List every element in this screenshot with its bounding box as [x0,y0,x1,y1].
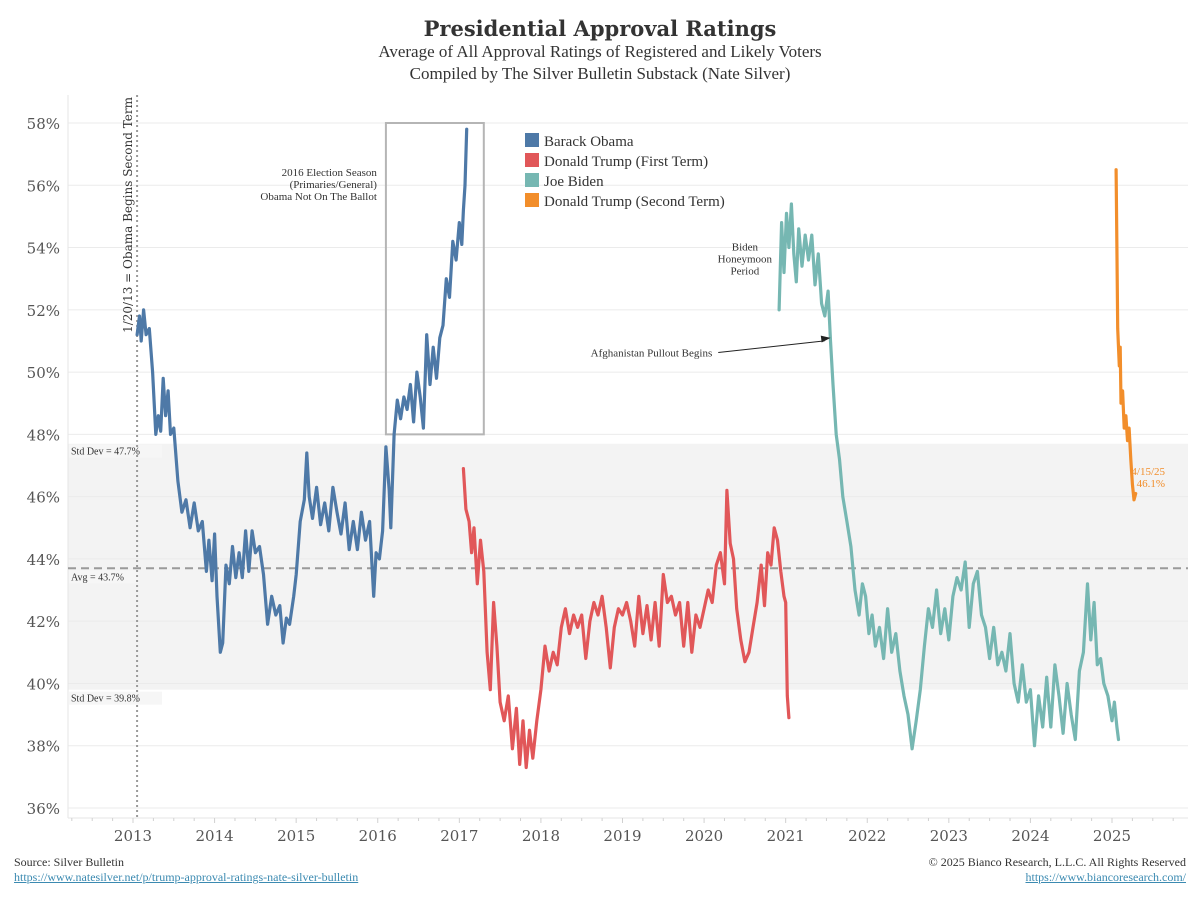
y-tick-label: 46% [27,489,60,507]
x-tick-label: 2017 [440,827,478,845]
y-tick-label: 44% [27,551,60,569]
x-tick-label: 2013 [114,827,152,845]
legend-label: Donald Trump (First Term) [544,154,708,170]
annotation-text: 4/15/25 [1131,466,1165,478]
std-dev-upper-label-bg [69,444,162,458]
y-tick-label: 40% [27,675,60,693]
legend-swatch [525,133,539,147]
std-dev-upper-label: Std Dev = 47.7% [71,447,140,458]
y-tick-label: 50% [27,364,60,382]
annotation-text: Obama Not On The Ballot [260,191,377,203]
y-tick-label: 54% [27,240,60,258]
election-season-box [384,122,485,436]
annotation-text: 2016 Election Season [282,167,378,179]
chart-subtitle-1: Average of All Approval Ratings of Regis… [378,42,822,61]
y-tick-label: 58% [27,115,60,133]
y-tick-label: 52% [27,302,60,320]
legend-swatch [525,173,539,187]
series-line-joe-biden [777,202,1121,751]
x-tick-label: 2019 [603,827,641,845]
x-tick-label: 2014 [195,827,233,845]
x-tick-label: 2025 [1093,827,1131,845]
annotation-text: 46.1% [1137,478,1165,490]
y-tick-label: 36% [27,800,60,818]
legend-label: Barack Obama [544,134,634,150]
x-tick-label: 2021 [767,827,805,845]
second-term-marker-label: 1/20/13 = Obama Begins Second Term [121,96,135,333]
copyright-footer: © 2025 Bianco Research, L.L.C. All Right… [929,855,1186,885]
x-tick-label: 2018 [522,827,560,845]
annotation-arrow-line [718,340,825,354]
annotation-text: Period [731,266,760,278]
average-label-bg [69,570,139,584]
x-tick-label: 2023 [930,827,968,845]
legend-swatch [525,153,539,167]
x-tick-label: 2022 [848,827,886,845]
std-dev-band [68,443,1188,690]
series-line-barack-obama [135,127,469,654]
source-footer: Source: Silver Bulletin https://www.nate… [14,855,358,885]
x-tick-label: 2024 [1011,827,1049,845]
std-dev-lower-label: Std Dev = 39.8% [71,694,140,705]
y-tick-label: 56% [27,177,60,195]
legend-label: Joe Biden [544,174,604,190]
company-link[interactable]: https://www.biancoresearch.com/ [1025,870,1186,884]
annotation-text: (Primaries/General) [290,179,378,191]
std-dev-lower-label-bg [69,691,162,705]
y-tick-label: 48% [27,426,60,444]
x-tick-label: 2016 [359,827,397,845]
series-line-donald-trump-second-term [1114,168,1138,502]
average-label: Avg = 43.7% [71,572,124,583]
y-tick-label: 38% [27,738,60,756]
source-label: Source: Silver Bulletin [14,855,124,869]
source-link[interactable]: https://www.natesilver.net/p/trump-appro… [14,870,359,884]
chart-subtitle-2: Compiled by The Silver Bulletin Substack… [409,64,791,83]
annotation-text: Afghanistan Pullout Begins [591,348,713,360]
annotation-text: Honeymoon [718,254,773,266]
annotation-arrow-head [820,335,831,343]
annotation-text: Biden [732,242,759,254]
legend-label: Donald Trump (Second Term) [544,194,725,210]
y-tick-label: 42% [27,613,60,631]
x-tick-label: 2020 [685,827,723,845]
x-tick-label: 2015 [277,827,315,845]
legend-swatch [525,193,539,207]
chart-title: Presidential Approval Ratings [423,16,777,41]
series-line-donald-trump-first-term [461,467,791,770]
copyright-text: © 2025 Bianco Research, L.L.C. All Right… [928,855,1186,869]
